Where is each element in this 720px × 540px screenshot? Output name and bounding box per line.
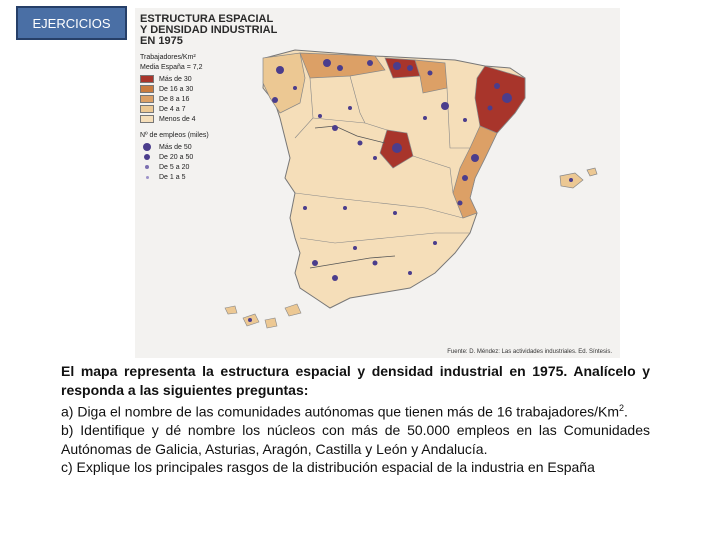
spain-map — [224, 49, 598, 329]
legend-employment-item: Más de 50 — [140, 142, 209, 152]
legend-swatch — [140, 75, 154, 83]
legend-dot — [145, 165, 149, 169]
legend-employment-item: De 20 a 50 — [140, 152, 209, 162]
legend-density-item: Menos de 4 — [140, 114, 209, 124]
region-galicia — [262, 52, 306, 114]
map-source: Fuente: D. Méndez: Las actividades indus… — [447, 349, 612, 355]
legend-swatch — [140, 105, 154, 113]
legend-employment-item: De 5 a 20 — [140, 162, 209, 172]
legend-employment-item: De 1 a 5 — [140, 172, 209, 182]
region-navarra — [414, 59, 448, 94]
legend-density-item: De 16 a 30 — [140, 84, 209, 94]
legend-swatch — [140, 95, 154, 103]
question-b: b) Identifique y dé nombre los núcleos c… — [61, 422, 650, 457]
industrial-map-figure: ESTRUCTURA ESPACIAL Y DENSIDAD INDUSTRIA… — [135, 8, 620, 358]
ejercicios-badge: EJERCICIOS — [16, 6, 127, 40]
legend-employment-title: Nº de empleos (miles) — [140, 132, 209, 139]
region-canary-islands — [224, 305, 238, 315]
question-a: a) Diga el nombre de las comunidades aut… — [61, 403, 628, 420]
employment-dots — [248, 59, 573, 322]
exercise-intro: El mapa representa la estructura espacia… — [61, 363, 650, 398]
legend-dot — [145, 175, 149, 179]
exercise-text: El mapa representa la estructura espacia… — [61, 362, 650, 477]
legend-density-item: De 4 a 7 — [140, 104, 209, 114]
map-title: ESTRUCTURA ESPACIAL Y DENSIDAD INDUSTRIA… — [140, 13, 278, 47]
legend-density-subtitle: Media España = 7,2 — [140, 64, 203, 71]
question-c: c) Explique los principales rasgos de la… — [61, 459, 595, 476]
legend-density-item: Más de 30 — [140, 74, 209, 84]
legend-density-title: Trabajadores/Km² — [140, 54, 196, 61]
legend-dot — [143, 143, 151, 151]
legend-swatch — [140, 115, 154, 123]
legend-dot — [144, 154, 150, 160]
region-catalonia — [474, 65, 526, 134]
region-valencia — [452, 125, 498, 219]
legend-swatch — [140, 85, 154, 93]
region-cantabrian-coast — [299, 52, 386, 79]
legend-density-item: De 8 a 16 — [140, 94, 209, 104]
map-legend: Trabajadores/Km² Media España = 7,2 Más … — [140, 54, 209, 182]
